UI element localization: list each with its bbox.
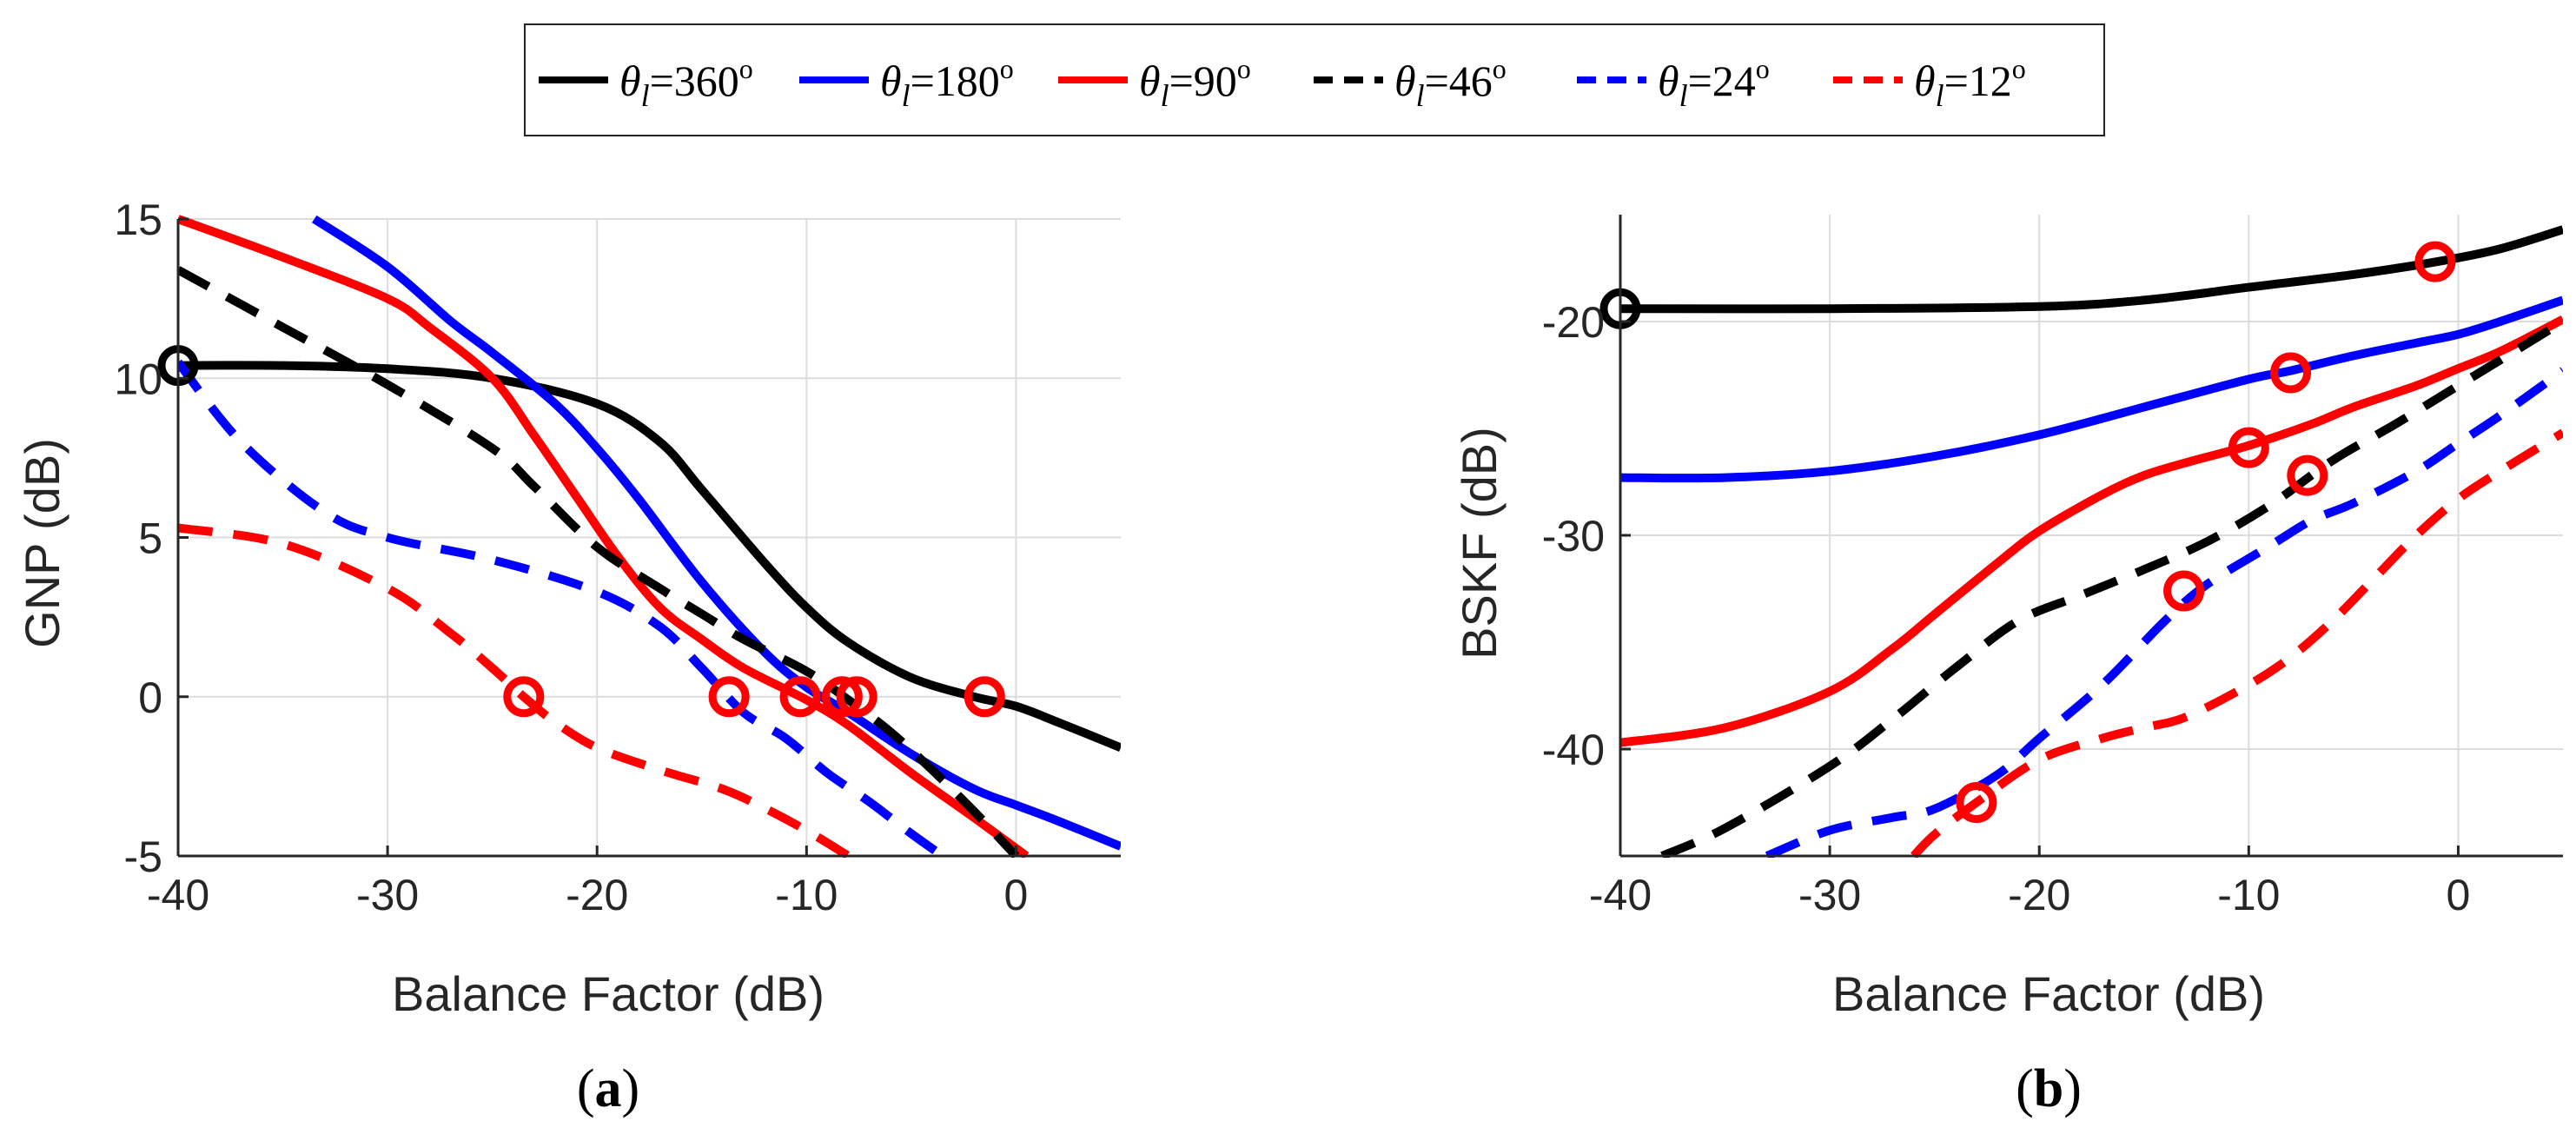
x-tick-label: -20 xyxy=(566,871,628,919)
plot-area-b xyxy=(1620,225,2563,858)
y-tick-label: -5 xyxy=(124,833,162,881)
legend-entry: θl=180o xyxy=(799,53,1014,113)
marker-circle xyxy=(779,676,821,718)
series-line-24-dashed xyxy=(178,359,945,858)
legend-label: θl=90o xyxy=(1139,53,1251,113)
y-axis-label-a: GNP (dB) xyxy=(15,438,70,648)
y-tick-label: -40 xyxy=(1542,726,1605,774)
x-tick-label: -10 xyxy=(775,871,838,919)
y-axis-label-b: BSKF (dB) xyxy=(1452,427,1507,660)
series-line-360-solid xyxy=(178,361,1121,753)
series-line-90-solid xyxy=(178,215,1030,858)
marker-circle xyxy=(836,676,877,718)
caption-a: (a) xyxy=(577,1059,639,1118)
marker-circle xyxy=(2270,352,2312,394)
ticks-b: -40 -30 -20 -10 0 -40 -30 -20 xyxy=(1542,298,2471,919)
markers-group-b xyxy=(1599,241,2456,823)
marker-circle xyxy=(2163,570,2205,612)
y-tick-label: -30 xyxy=(1542,512,1605,561)
grid-a xyxy=(177,218,1121,857)
series-line-180-solid xyxy=(311,215,1121,851)
marker-circle xyxy=(2414,241,2456,282)
series-line-24-dashed xyxy=(1765,367,2563,858)
legend-label: θl=46o xyxy=(1394,53,1507,113)
y-tick-label: -20 xyxy=(1542,298,1605,347)
legend-entry: θl=24o xyxy=(1577,53,1770,113)
marker-circle xyxy=(503,676,545,718)
y-tick-label: 5 xyxy=(138,514,162,563)
marker-circle xyxy=(964,676,1005,718)
panel-b: -40 -30 -20 -10 0 -40 -30 -20 Balance Factor (d… xyxy=(1452,215,2563,1118)
series-group-a xyxy=(178,215,1121,858)
panel-a: -40 -30 -20 -10 0 -5 0 5 10 15 Balance Factor (dB… xyxy=(15,196,1121,1118)
marker-circle xyxy=(2287,454,2328,496)
marker-circle xyxy=(2228,427,2269,468)
series-line-360-solid xyxy=(1620,225,2563,314)
legend-label: θl=360o xyxy=(619,53,753,113)
legend: θl=360o θl=180o θl=90o θl=46o θl=24o θl=12o xyxy=(524,23,2105,136)
marker-circle xyxy=(1956,782,1997,823)
caption-letter-b: b xyxy=(2034,1059,2063,1118)
legend-entry: θl=46o xyxy=(1314,53,1507,113)
x-axis-label-a: Balance Factor (dB) xyxy=(392,966,824,1021)
series-line-90-solid xyxy=(1620,315,2563,747)
series-line-180-solid xyxy=(1620,295,2563,483)
series-line-12-dashed xyxy=(178,523,851,858)
x-axis-label-b: Balance Factor (dB) xyxy=(1832,966,2265,1021)
plot-area-a xyxy=(178,215,1121,858)
y-tick-label: 15 xyxy=(114,196,162,244)
series-line-46-dashed xyxy=(178,266,1020,858)
legend-label: θl=12o xyxy=(1914,53,2026,113)
marker-circle xyxy=(708,676,750,718)
x-tick-label: 0 xyxy=(1004,871,1029,919)
x-tick-label: -30 xyxy=(356,871,419,919)
x-tick-label: 0 xyxy=(2447,871,2471,919)
legend-entry: θl=90o xyxy=(1058,53,1251,113)
series-line-46-dashed xyxy=(1660,317,2563,858)
x-tick-label: -40 xyxy=(147,871,209,919)
caption-b: (b) xyxy=(2016,1059,2082,1118)
ticks-a: -40 -30 -20 -10 0 -5 0 5 10 15 xyxy=(114,196,1028,919)
series-group-b xyxy=(1620,225,2563,858)
legend-label: θl=180o xyxy=(880,53,1014,113)
series-line-12-dashed xyxy=(1910,428,2563,858)
legend-label: θl=24o xyxy=(1658,53,1770,113)
x-tick-label: -10 xyxy=(2217,871,2280,919)
x-tick-label: -30 xyxy=(1798,871,1861,919)
x-tick-label: -20 xyxy=(2008,871,2070,919)
marker-circle xyxy=(821,676,863,718)
y-tick-label: 10 xyxy=(114,355,162,403)
legend-entry: θl=12o xyxy=(1833,53,2026,113)
x-tick-label: -40 xyxy=(1589,871,1652,919)
y-tick-label: 0 xyxy=(138,673,162,722)
legend-entry: θl=360o xyxy=(539,53,753,113)
caption-letter-a: a xyxy=(595,1059,622,1118)
